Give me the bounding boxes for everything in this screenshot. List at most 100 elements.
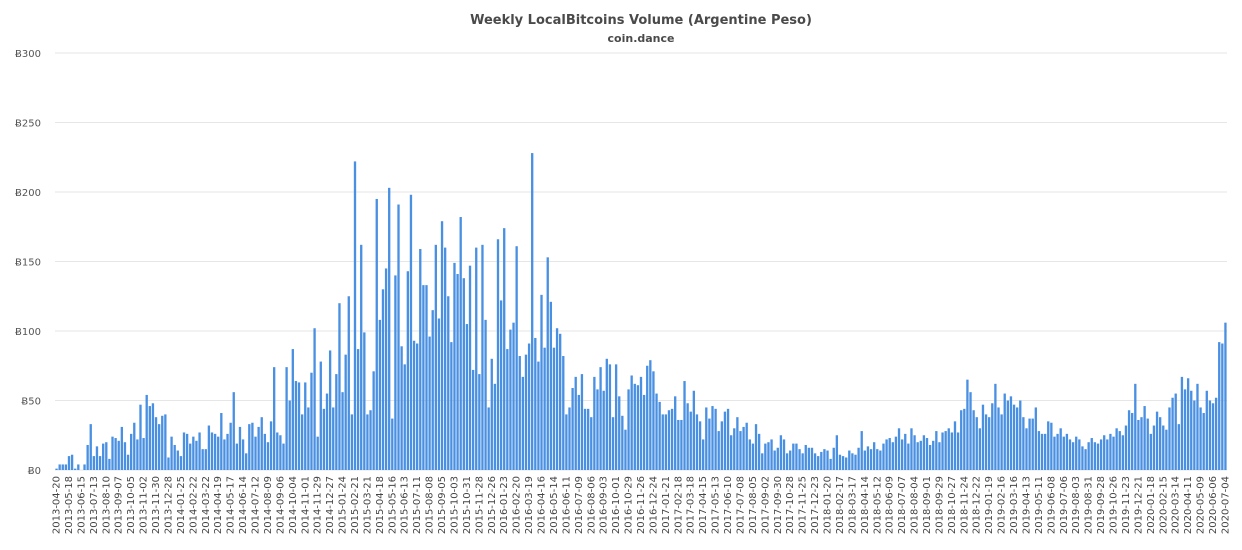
x-tick-label: 2018-11-24 [959,476,970,534]
bar [1177,424,1180,470]
x-tick-label: 2018-09-29 [934,476,945,534]
bar [779,435,783,470]
bar [300,414,304,470]
bar [674,396,677,470]
bar [332,407,335,470]
bar [639,376,643,470]
x-tick-label: 2016-10-29 [624,476,635,534]
bar [344,354,347,470]
bar [928,444,932,470]
bar [375,198,378,470]
bar [854,454,857,470]
bar [58,464,61,470]
x-tick-label: 2017-01-21 [661,476,672,534]
bar [422,285,425,470]
bar [910,428,913,470]
bar [1155,411,1159,470]
x-tick-label: 2013-09-07 [114,476,125,534]
bar [664,414,668,470]
x-tick-label: 2018-09-01 [922,476,933,534]
bar [534,337,537,470]
bar [419,248,422,470]
bar [1059,428,1062,470]
bar [157,424,161,470]
bar [614,364,618,470]
bar [1124,425,1128,470]
bar [1090,438,1093,470]
bar [55,468,58,470]
bar [782,439,786,470]
bar [273,367,276,470]
bar [142,438,145,470]
bar [1012,404,1016,470]
bar [521,376,525,470]
bar [994,383,997,470]
bar [1019,400,1022,470]
bar [518,356,521,470]
bar [953,421,957,470]
bar [1031,418,1034,470]
bar [294,381,298,470]
x-tick-label: 2014-06-14 [238,476,249,534]
bar [966,379,969,470]
bar [857,447,860,470]
bar [1087,442,1090,470]
x-tick-label: 2020-03-14 [1171,476,1182,534]
bar [1062,436,1065,470]
x-tick-label: 2018-12-22 [972,476,983,534]
x-tick-label: 2020-04-11 [1183,476,1194,534]
bar [260,417,263,470]
bar [238,426,242,470]
bar [335,374,338,470]
bar [1183,389,1187,470]
bar [192,436,195,470]
bar [397,204,400,470]
bar [1028,418,1031,470]
bar [288,400,291,470]
bar [580,374,584,470]
bar [804,444,807,470]
bar [1071,442,1075,470]
bar [642,394,646,470]
bar [925,438,929,470]
bar [133,422,136,470]
bar [1180,376,1184,470]
bar [670,408,674,470]
bar [714,408,717,470]
x-tick-label: 2015-11-28 [474,476,485,534]
x-tick-label: 2015-09-05 [437,476,448,534]
bar [574,376,577,470]
x-tick-label: 2014-01-25 [176,476,187,534]
bar [468,265,472,470]
bar [692,390,696,470]
x-tick-label: 2016-06-11 [561,476,572,534]
bar [1015,407,1019,470]
x-tick-label: 2020-01-18 [1146,476,1157,534]
x-tick-label: 2019-12-21 [1133,476,1144,534]
bar [232,392,235,470]
bar [988,417,991,470]
bar [689,411,692,470]
bar [1009,396,1013,470]
bar [891,442,894,470]
bar [506,349,509,470]
bar [537,361,540,470]
bar [67,456,71,470]
x-tick-label: 2013-05-18 [64,476,75,534]
bar [813,453,817,470]
bar [1053,436,1056,470]
bar [602,390,605,470]
bar [829,458,832,470]
bar [503,228,506,470]
x-tick-label: 2015-03-21 [362,476,373,534]
bar [1078,439,1081,470]
bar [378,319,382,470]
bar [1037,431,1041,470]
bar [1190,390,1193,470]
x-tick-label: 2017-11-25 [798,476,809,534]
x-tick-label: 2019-04-13 [1021,476,1032,534]
bar [484,319,487,470]
bar [789,450,792,470]
bar [428,336,431,470]
